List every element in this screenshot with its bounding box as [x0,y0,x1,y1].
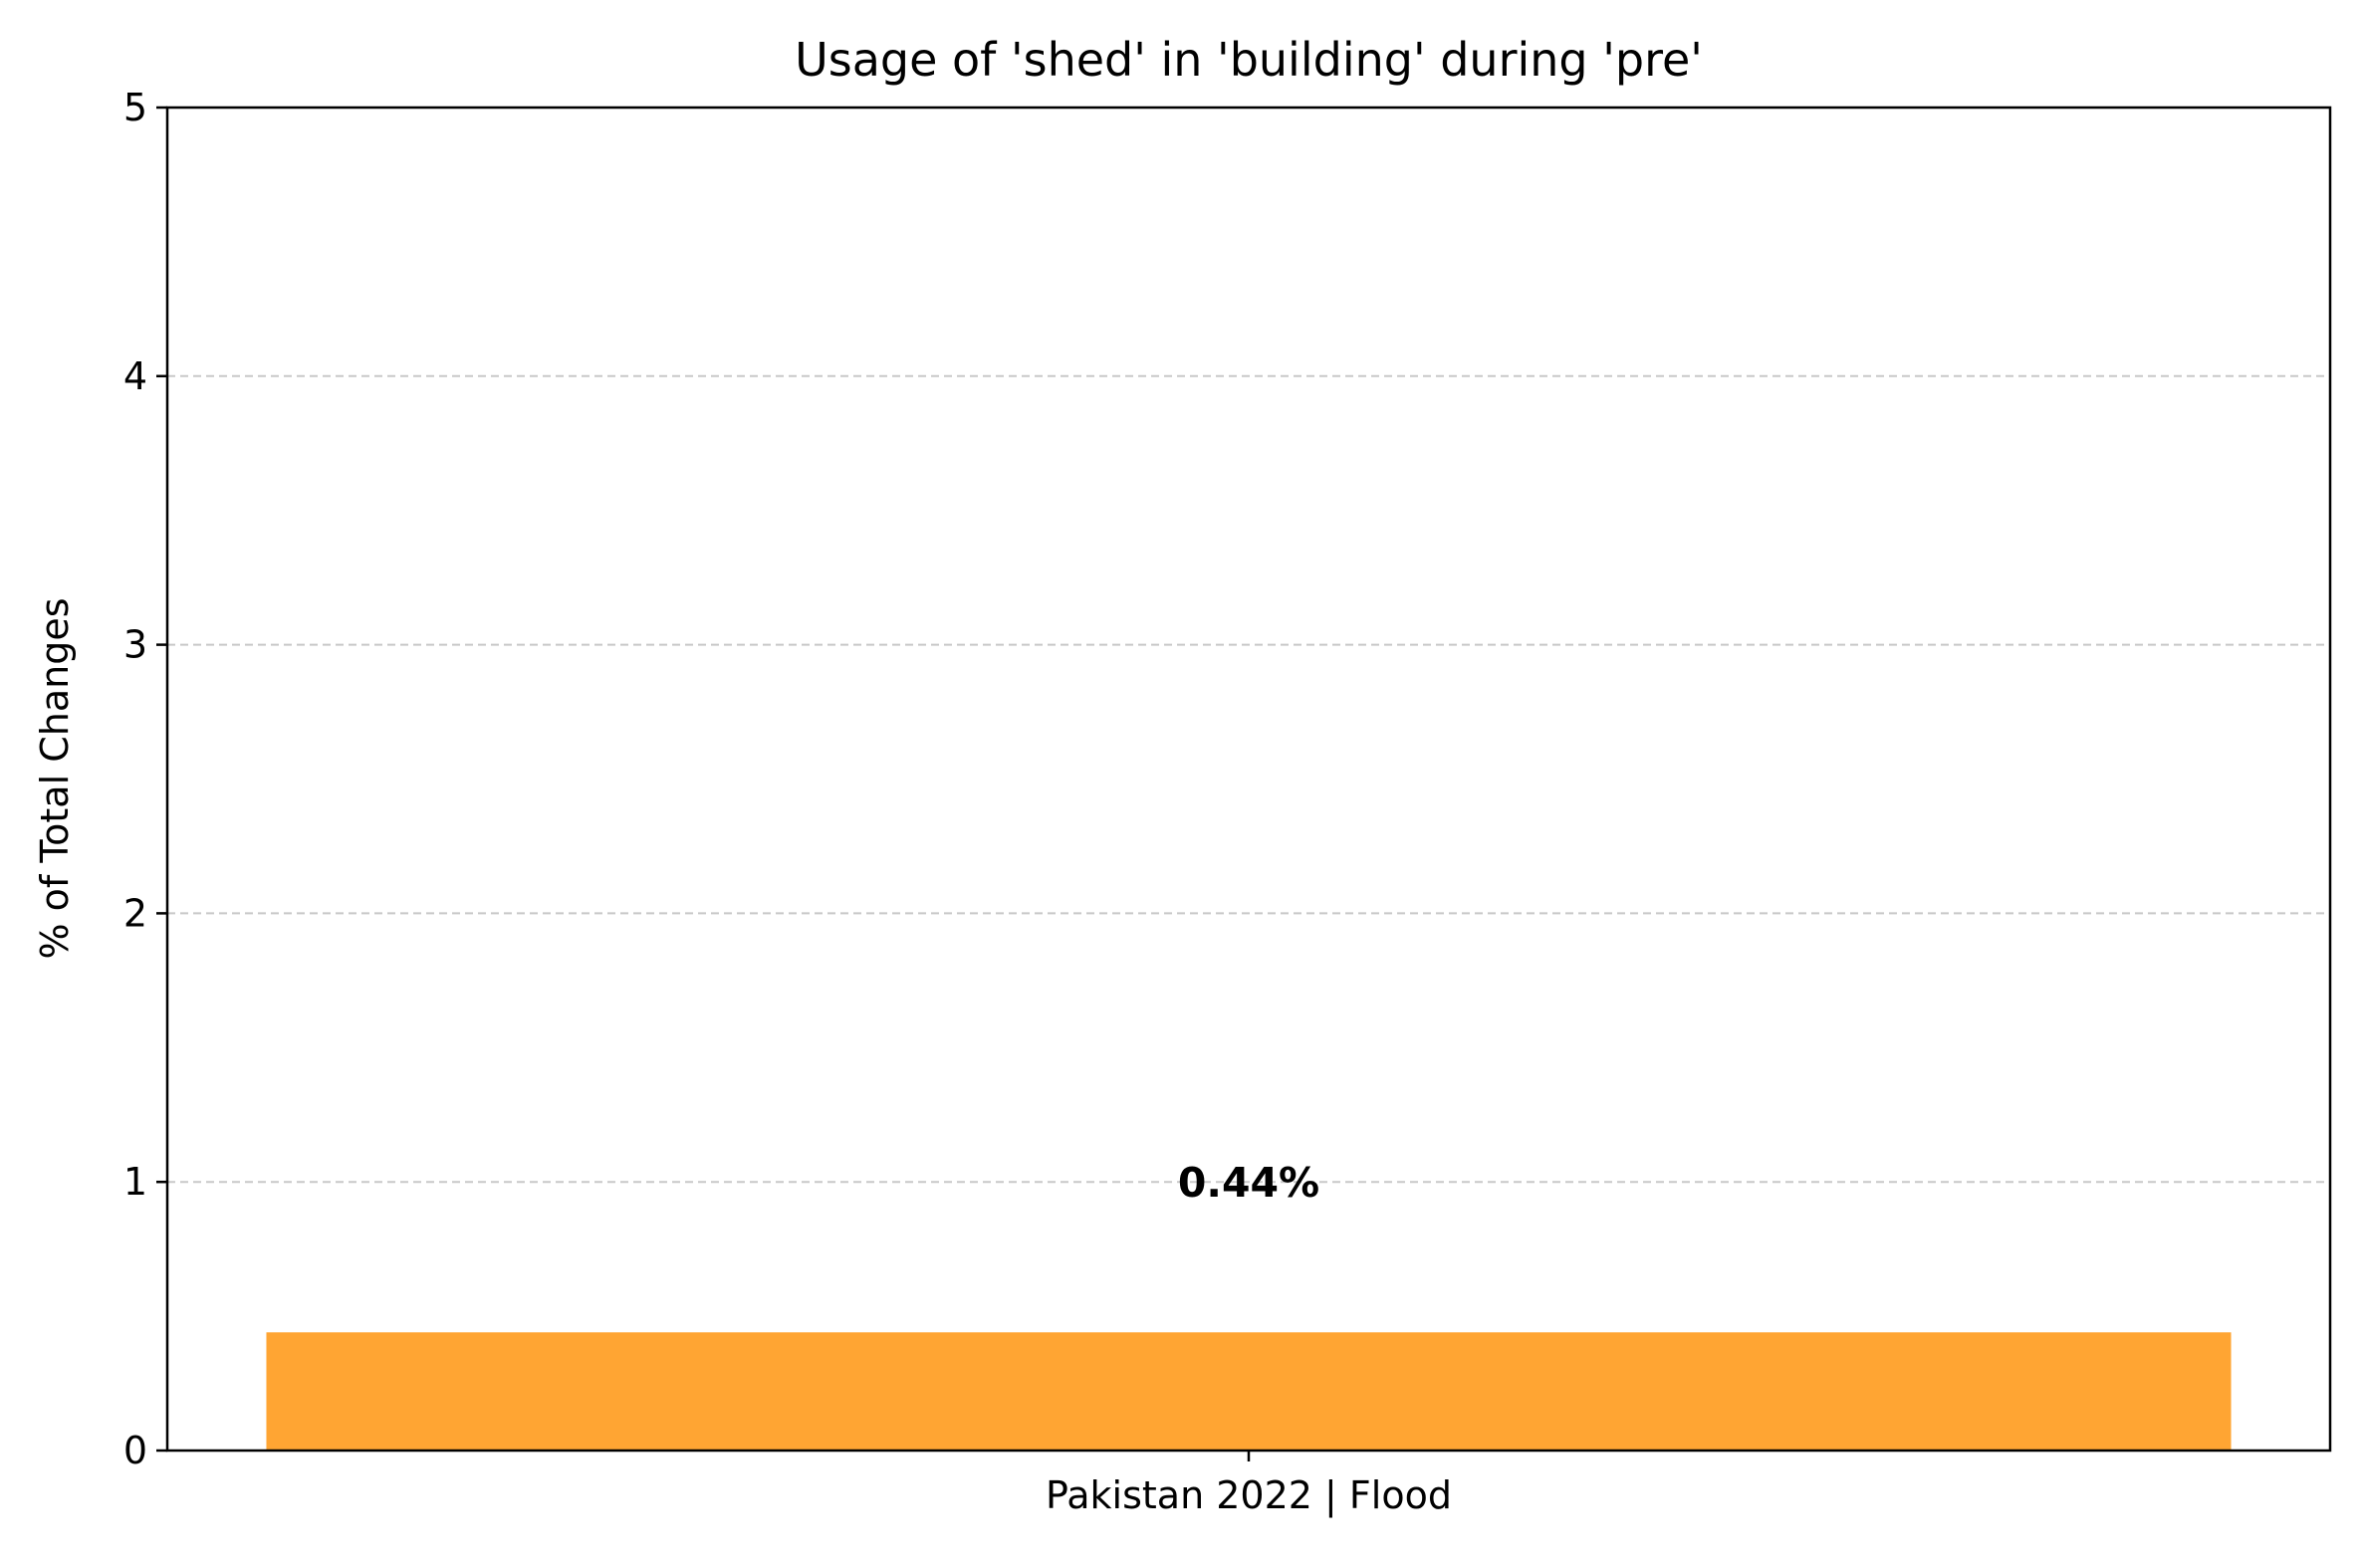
bar-value-labels: 0.44% [1178,1159,1319,1207]
y-tick-label: 4 [123,354,147,398]
gridlines [167,374,2330,1184]
x-tick-label: Pakistan 2022 | Flood [1046,1473,1452,1518]
chart-title: Usage of 'shed' in 'building' during 'pr… [795,33,1703,87]
y-tick-label: 1 [123,1160,147,1204]
y-tick-label: 3 [123,623,147,667]
y-tick-label: 2 [123,891,147,935]
bar [266,1332,2232,1451]
y-axis-ticks: 0 1 2 3 4 5 [123,86,167,1472]
y-tick-label: 5 [123,86,147,129]
bars [266,1332,2232,1451]
y-tick-label: 0 [123,1429,147,1472]
x-axis-ticks: Pakistan 2022 | Flood [1046,1451,1452,1518]
bar-value-label: 0.44% [1178,1159,1319,1207]
y-axis-label: % of Total Changes [33,597,77,959]
